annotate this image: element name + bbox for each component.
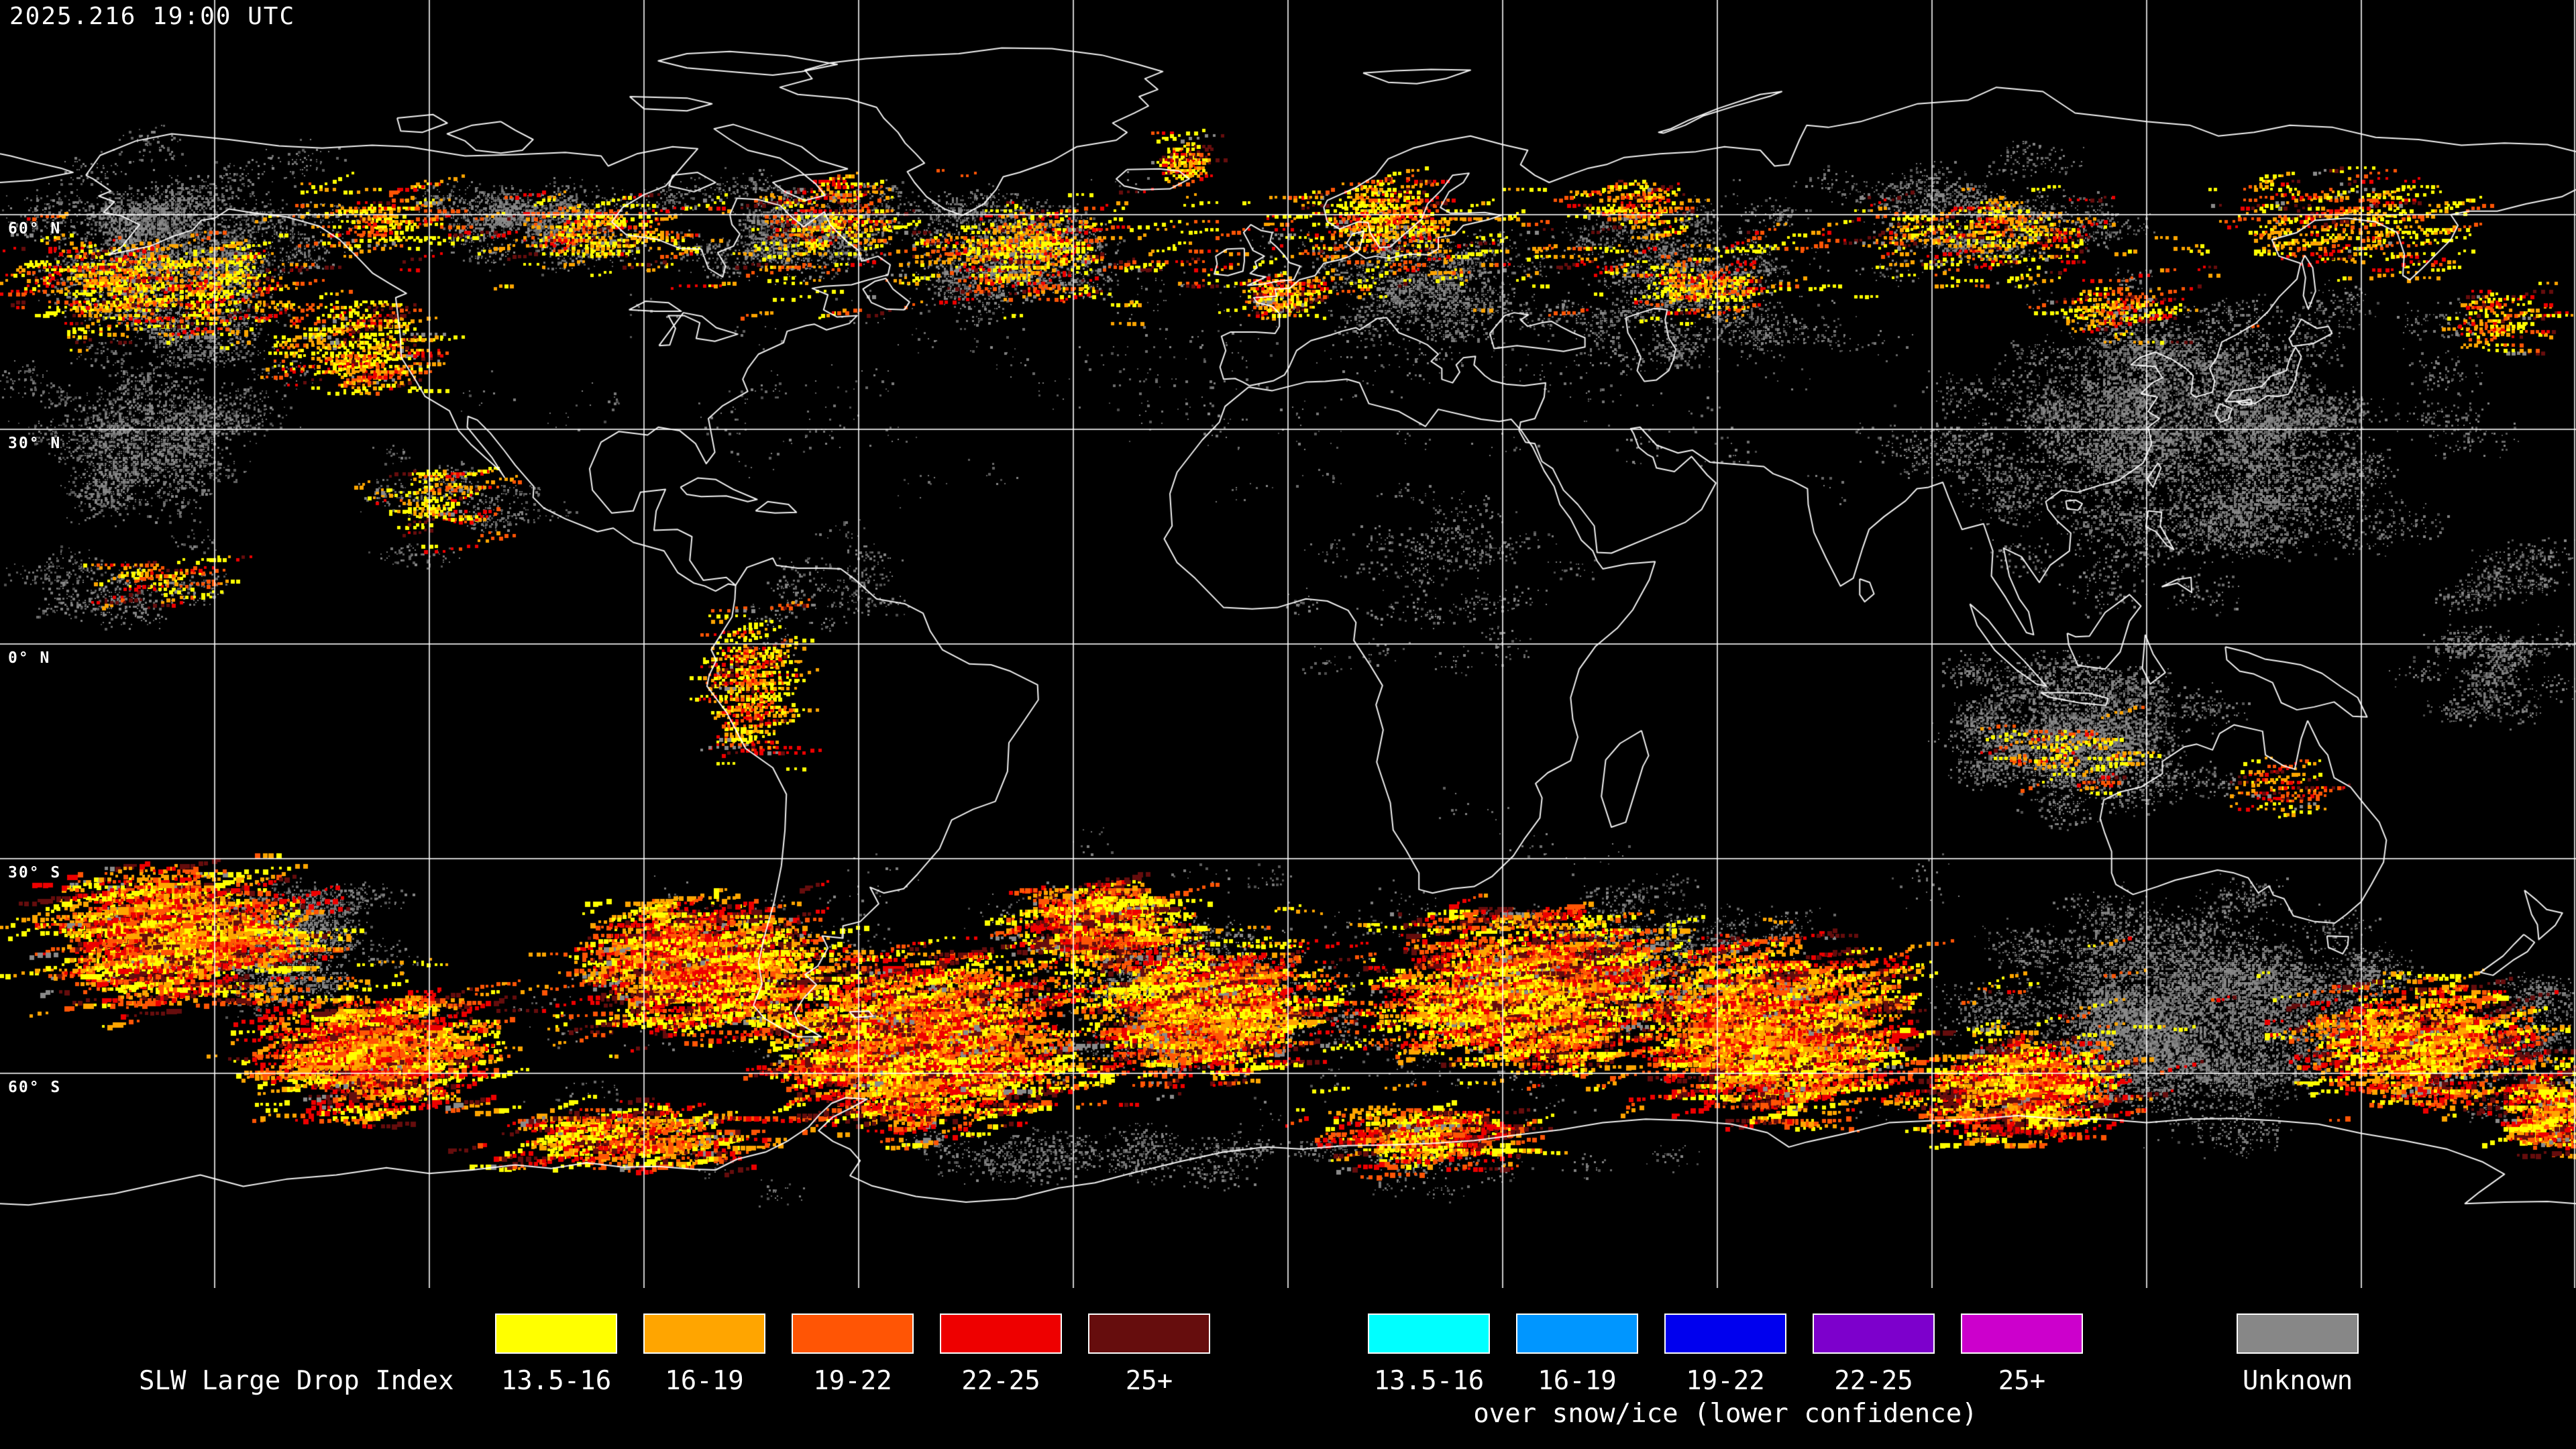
legend-swatch-snow-ice-16-19: [1516, 1313, 1638, 1354]
legend-swatch-standard-13.5-16: [495, 1313, 617, 1354]
legend-swatch-snow-ice-25+: [1961, 1313, 2083, 1354]
legend-range-label: 16-19: [665, 1366, 744, 1396]
legend-swatch-standard-19-22: [792, 1313, 914, 1354]
legend-range-label: 22-25: [961, 1366, 1040, 1396]
legend-range-label: 22-25: [1834, 1366, 1913, 1396]
legend-range-label: 13.5-16: [500, 1366, 612, 1396]
latitude-label: 0° N: [8, 649, 51, 667]
latitude-label: 30° N: [8, 435, 62, 452]
legend-swatch-unknown-Unknown: [2237, 1313, 2359, 1354]
legend-swatch-standard-16-19: [643, 1313, 765, 1354]
legend-range-label: 13.5-16: [1373, 1366, 1485, 1396]
legend-range-label: Unknown: [2242, 1366, 2353, 1396]
legend-range-label: 16-19: [1538, 1366, 1617, 1396]
legend-swatch-snow-ice-13.5-16: [1368, 1313, 1490, 1354]
latitude-label: 30° S: [8, 864, 62, 881]
legend-range-label: 25+: [1125, 1366, 1173, 1396]
legend-swatch-standard-25+: [1088, 1313, 1210, 1354]
latitude-label: 60° N: [8, 220, 62, 237]
legend-range-label: 19-22: [1686, 1366, 1765, 1396]
legend-swatch-snow-ice-22-25: [1813, 1313, 1935, 1354]
legend-title: SLW Large Drop Index: [139, 1366, 454, 1396]
timestamp: 2025.216 19:00 UTC: [9, 3, 296, 30]
legend-swatch-standard-22-25: [940, 1313, 1062, 1354]
latitude-label: 60° S: [8, 1079, 62, 1096]
legend-snow-ice-note: over snow/ice (lower confidence): [1473, 1399, 1978, 1429]
legend-range-label: 25+: [1998, 1366, 2046, 1396]
legend-range-label: 19-22: [813, 1366, 892, 1396]
legend-swatch-snow-ice-19-22: [1664, 1313, 1786, 1354]
world-map-canvas: [0, 0, 2576, 1288]
